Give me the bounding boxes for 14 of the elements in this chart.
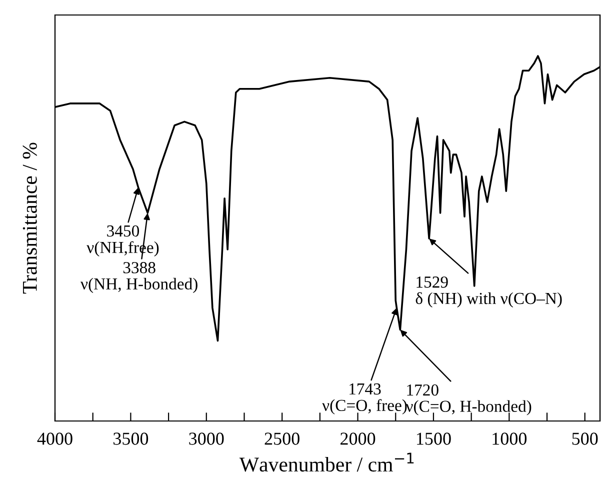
annotation: 3388 ν(NH, H-bonded)	[80, 262, 198, 293]
x-axis-title: Wavenumber / cm$^{−1}$	[239, 452, 414, 472]
x-tick-label: 2500	[264, 432, 300, 445]
x-tick-label: 1000	[492, 432, 527, 445]
annotation: 1529 δ (NH) with ν(CO–N)	[416, 276, 562, 308]
x-tick-label: 3000	[189, 432, 224, 445]
x-tick-label: 4000	[37, 432, 72, 445]
x-tick-label: 2000	[340, 432, 376, 445]
x-tick-label: 500	[572, 432, 598, 445]
y-axis-title: Transmittance / %	[22, 142, 37, 294]
annotation: 1720 ν(C=O, H-bonded)	[406, 384, 532, 416]
annotation: 1743 ν(C=O, free)	[322, 383, 407, 414]
x-tick-label: 1500	[417, 432, 451, 445]
x-tick-label: 3500	[114, 432, 148, 445]
